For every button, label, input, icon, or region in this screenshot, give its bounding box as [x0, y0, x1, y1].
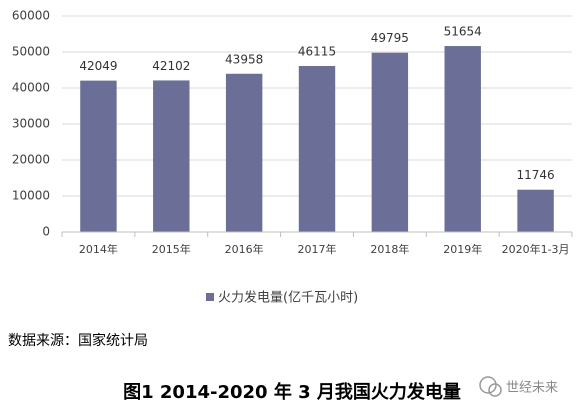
data-label: 42102 — [152, 59, 190, 73]
legend-swatch — [206, 293, 214, 301]
bar — [80, 80, 117, 232]
caption: 图1 2014-2020 年 3 月我国火力发电量 — [123, 381, 461, 403]
x-tick-label: 2018年 — [370, 242, 409, 256]
source-note: 数据来源：国家统计局 — [8, 332, 148, 349]
x-tick-label: 2017年 — [298, 242, 337, 256]
bar — [444, 46, 481, 233]
bar — [298, 65, 336, 233]
data-label: 42049 — [79, 59, 117, 73]
bar — [153, 80, 190, 232]
y-tick-label: 30000 — [12, 117, 50, 131]
data-label: 46115 — [298, 44, 336, 58]
y-tick-label: 20000 — [12, 153, 50, 167]
watermark-icon — [479, 376, 502, 397]
y-tick-label: 10000 — [12, 189, 50, 203]
legend-label: 火力发电量(亿千瓦小时) — [218, 290, 358, 306]
bar — [225, 73, 263, 233]
x-tick-label: 2014年 — [79, 242, 118, 256]
x-tick-label: 2019年 — [443, 242, 482, 256]
y-tick-label: 60000 — [12, 9, 50, 23]
data-label: 51654 — [444, 25, 482, 39]
x-tick-label: 2020年1-3月 — [502, 242, 570, 256]
y-tick-label: 40000 — [12, 81, 50, 95]
y-tick-label: 0 — [42, 225, 50, 239]
data-label: 49795 — [371, 31, 409, 45]
x-tick-label: 2015年 — [152, 242, 191, 256]
watermark: 世经未来 — [506, 381, 558, 396]
y-tick-label: 50000 — [12, 45, 50, 59]
x-tick-label: 2016年 — [225, 242, 264, 256]
bar — [517, 189, 554, 232]
data-label: 11746 — [516, 168, 554, 182]
data-label: 43958 — [225, 52, 263, 66]
bar — [371, 52, 409, 232]
